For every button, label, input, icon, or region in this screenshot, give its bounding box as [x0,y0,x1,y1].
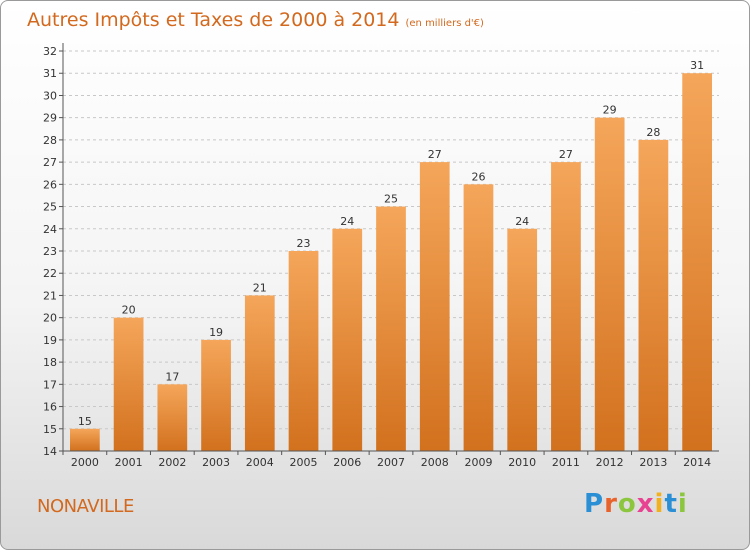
y-tick-label: 19 [43,334,57,347]
y-tick-label: 28 [43,134,57,147]
y-tick-label: 25 [43,201,57,214]
bars: 15 20 17 19 21 23 24 25 27 26 24 27 29 28 31 [69,59,713,452]
data-label: 24 [340,215,354,228]
y-tick-label: 16 [43,401,57,414]
title-text: Autres Impôts et Taxes de 2000 à 2014 [27,9,400,31]
x-tick-label: 2002 [158,456,186,469]
bar [376,206,406,451]
data-label: 20 [122,304,136,317]
y-tick-label: 31 [43,67,57,80]
y-tick-label: 30 [43,89,57,102]
logo-letter: P [584,489,605,519]
y-tick-label: 17 [43,378,57,391]
data-label: 24 [515,215,529,228]
x-tick-label: 2001 [115,456,143,469]
bar [463,184,494,452]
x-axis: 2000 2001 2002 2003 2004 2005 2006 2007 2008 2009… [62,450,719,469]
logo-letter: t [664,489,678,519]
x-tick-label: 2013 [639,456,667,469]
place-name: NONAVILLE [37,496,134,517]
y-tick-label: 26 [43,178,57,191]
bar [69,428,100,451]
bar [551,162,581,451]
bar [113,317,144,451]
bar [157,384,188,451]
x-tick-label: 2006 [333,456,361,469]
bar [594,117,625,452]
data-label: 19 [209,326,223,339]
data-label: 15 [78,415,92,428]
data-label: 17 [165,370,179,383]
x-tick-label: 2014 [683,456,711,469]
bar [288,251,319,451]
y-tick-label: 32 [43,45,57,58]
data-label: 21 [253,281,267,294]
data-label: 23 [297,237,311,250]
bar [682,73,713,451]
y-tick-label: 15 [43,423,57,436]
x-tick-label: 2004 [246,456,274,469]
data-label: 31 [690,59,704,72]
bar [332,228,363,451]
y-tick-label: 18 [43,356,57,369]
x-tick-label: 2007 [377,456,405,469]
logo-letter: o [617,489,637,519]
y-tick-label: 21 [43,289,57,302]
y-tick-label: 24 [43,223,57,236]
logo-letter: r [604,489,618,519]
y-tick-label: 14 [43,445,57,458]
y-tick-label: 20 [43,312,57,325]
data-label: 28 [646,126,660,139]
data-label: 29 [603,104,617,117]
x-tick-label: 2011 [552,456,580,469]
data-label: 27 [559,148,573,161]
data-label: 27 [428,148,442,161]
y-tick-label: 27 [43,156,57,169]
proxiti-logo: Proxiti [584,489,688,519]
x-tick-label: 2005 [290,456,318,469]
x-tick-label: 2012 [596,456,624,469]
data-label: 26 [471,170,485,183]
y-tick-label: 29 [43,112,57,125]
bar [638,139,669,451]
logo-letter: i [654,489,665,519]
x-tick-label: 2008 [421,456,449,469]
y-tick-label: 23 [43,245,57,258]
data-label: 25 [384,193,398,206]
bar [201,339,231,451]
bar [419,162,450,451]
logo-letter: x [636,489,655,519]
title-unit: (en milliers d'€) [405,18,484,29]
bar [507,228,538,451]
y-tick-label: 22 [43,267,57,280]
y-axis: 14 15 16 17 18 19 20 21 22 23 24 25 26 27 28 29 30 31 32 [43,43,64,458]
bar [244,295,275,451]
chart-title: Autres Impôts et Taxes de 2000 à 2014 (en… [27,9,484,31]
x-tick-label: 2010 [508,456,536,469]
x-tick-label: 2000 [71,456,99,469]
x-tick-label: 2009 [464,456,492,469]
x-tick-label: 2003 [202,456,230,469]
logo-letter: i [677,489,688,519]
